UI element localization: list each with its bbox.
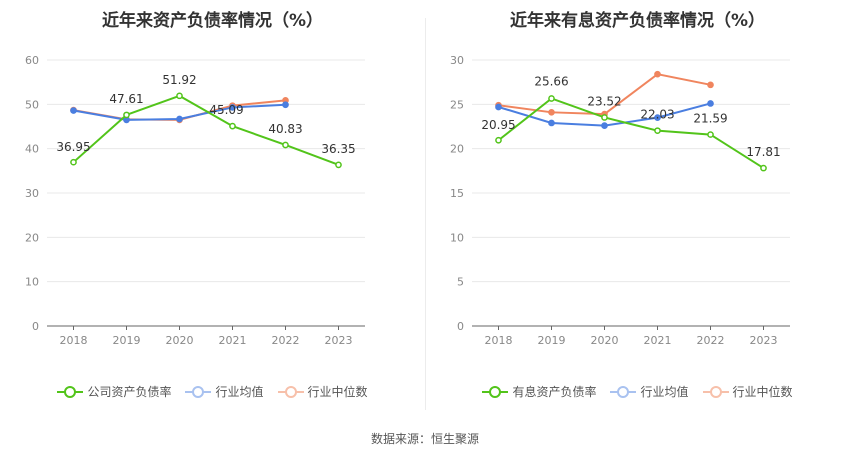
data-label: 40.83 — [268, 122, 302, 136]
right-chart-panel: 近年来有息资产负债率情况（%） 0 5 10 15 20 25 30 2018 2019 2020… — [425, 0, 850, 420]
series-point-0 — [654, 127, 661, 135]
data-label: 51.92 — [162, 73, 196, 87]
series-point-2 — [707, 81, 714, 89]
legend-blue-line-icon — [610, 385, 637, 398]
series-point-0 — [601, 114, 608, 121]
legend-item-industry-mean[interactable]: 行业均值 — [185, 383, 264, 400]
right-chart-title: 近年来有息资产负债率情况（%） — [509, 11, 766, 31]
legend-label: 行业中位数 — [307, 385, 368, 399]
series-point-0 — [335, 161, 342, 169]
y-tick-label: 50 — [25, 98, 39, 111]
series-point-0 — [123, 111, 130, 119]
data-label: 47.61 — [109, 92, 143, 106]
x-tick-label: 2020 — [591, 334, 619, 347]
y-tick-label: 10 — [25, 276, 39, 289]
series-point-1 — [229, 104, 236, 111]
y-tick-label: 0 — [32, 320, 39, 333]
series-point-0 — [760, 164, 767, 172]
data-label: 17.81 — [746, 145, 780, 159]
y-tick-label: 5 — [457, 276, 464, 289]
y-tick-label: 40 — [25, 143, 39, 156]
series-point-1 — [495, 103, 502, 111]
y-tick-label: 30 — [25, 187, 39, 200]
x-tick-label: 2018 — [485, 334, 513, 347]
y-tick-label: 20 — [450, 143, 464, 156]
x-tick-label: 2021 — [644, 334, 672, 347]
series-point-1 — [654, 114, 661, 121]
x-tick-label: 2020 — [166, 334, 194, 347]
y-tick-label: 10 — [450, 231, 464, 244]
series-point-0 — [495, 136, 502, 144]
x-tick-label: 2022 — [697, 334, 725, 347]
data-label: 45.09 — [209, 103, 243, 117]
data-label: 20.95 — [481, 118, 515, 132]
y-tick-label: 15 — [450, 187, 464, 200]
legend-orange-line-icon — [277, 385, 304, 398]
legend-label: 行业中位数 — [732, 385, 793, 399]
legend-label: 行业均值 — [215, 385, 264, 399]
x-tick-label: 2023 — [750, 334, 778, 347]
legend-item-industry-median[interactable]: 行业中位数 — [702, 383, 793, 400]
legend-item-interest-ratio[interactable]: 有息资产负债率 — [482, 383, 596, 400]
legend-label: 公司资产负债率 — [87, 385, 172, 399]
legend-label: 行业均值 — [640, 385, 689, 399]
data-source-note: 数据来源：恒生聚源 — [370, 432, 479, 446]
x-tick-label: 2021 — [219, 334, 247, 347]
legend-orange-line-icon — [702, 385, 729, 398]
series-point-1 — [176, 115, 183, 123]
right-chart-legend: 有息资产负债率 行业均值 行业中位数 — [425, 383, 850, 400]
data-label: 36.35 — [321, 142, 355, 156]
left-chart-panel: 近年来资产负债率情况（%） 0 10 20 30 40 50 60 2018 2019 2020 2… — [0, 0, 425, 420]
series-line-0 — [72, 94, 339, 166]
left-chart-legend: 公司资产负债率 行业均值 行业中位数 — [0, 383, 425, 400]
series-point-0 — [70, 158, 77, 166]
data-label: 23.52 — [587, 94, 621, 108]
series-point-2 — [548, 108, 555, 116]
data-label: 36.95 — [56, 140, 90, 154]
y-tick-label: 25 — [450, 98, 464, 111]
series-point-0 — [282, 141, 289, 149]
legend-item-industry-median[interactable]: 行业中位数 — [277, 383, 368, 400]
legend-label: 有息资产负债率 — [512, 385, 597, 399]
data-label: 25.66 — [534, 74, 568, 88]
series-point-0 — [229, 122, 236, 130]
legend-green-line-icon — [57, 385, 84, 398]
x-tick-label: 2019 — [538, 334, 566, 347]
data-label: 22.03 — [640, 108, 674, 122]
series-point-0 — [176, 92, 183, 100]
legend-green-line-icon — [482, 385, 509, 398]
left-chart-title: 近年来资产负债率情况（%） — [101, 11, 324, 31]
series-point-1 — [707, 100, 714, 107]
series-point-1 — [70, 107, 77, 114]
data-label: 21.59 — [693, 112, 727, 126]
series-point-2 — [654, 70, 661, 78]
x-tick-label: 2019 — [113, 334, 141, 347]
x-tick-label: 2018 — [60, 334, 88, 347]
y-tick-label: 60 — [25, 54, 39, 67]
legend-item-industry-mean[interactable]: 行业均值 — [610, 383, 689, 400]
left-chart-plot: 0 10 20 30 40 50 60 2018 2019 2020 2021 2022 2023 36.… — [25, 54, 365, 347]
y-tick-label: 30 — [450, 54, 464, 67]
y-tick-label: 0 — [457, 320, 464, 333]
x-tick-label: 2023 — [325, 334, 353, 347]
legend-item-company-ratio[interactable]: 公司资产负债率 — [57, 383, 171, 400]
legend-blue-line-icon — [185, 385, 212, 398]
series-line-0 — [497, 97, 765, 169]
x-tick-label: 2022 — [272, 334, 300, 347]
series-point-1 — [282, 101, 289, 109]
panel-divider — [425, 18, 426, 410]
y-tick-label: 20 — [25, 231, 39, 244]
series-point-1 — [548, 119, 555, 127]
series-point-0 — [707, 131, 714, 138]
right-chart-plot: 0 5 10 15 20 25 30 2018 2019 2020 2021 2022 2023 20.9… — [450, 54, 790, 347]
series-point-0 — [548, 95, 555, 102]
series-point-1 — [601, 122, 608, 129]
